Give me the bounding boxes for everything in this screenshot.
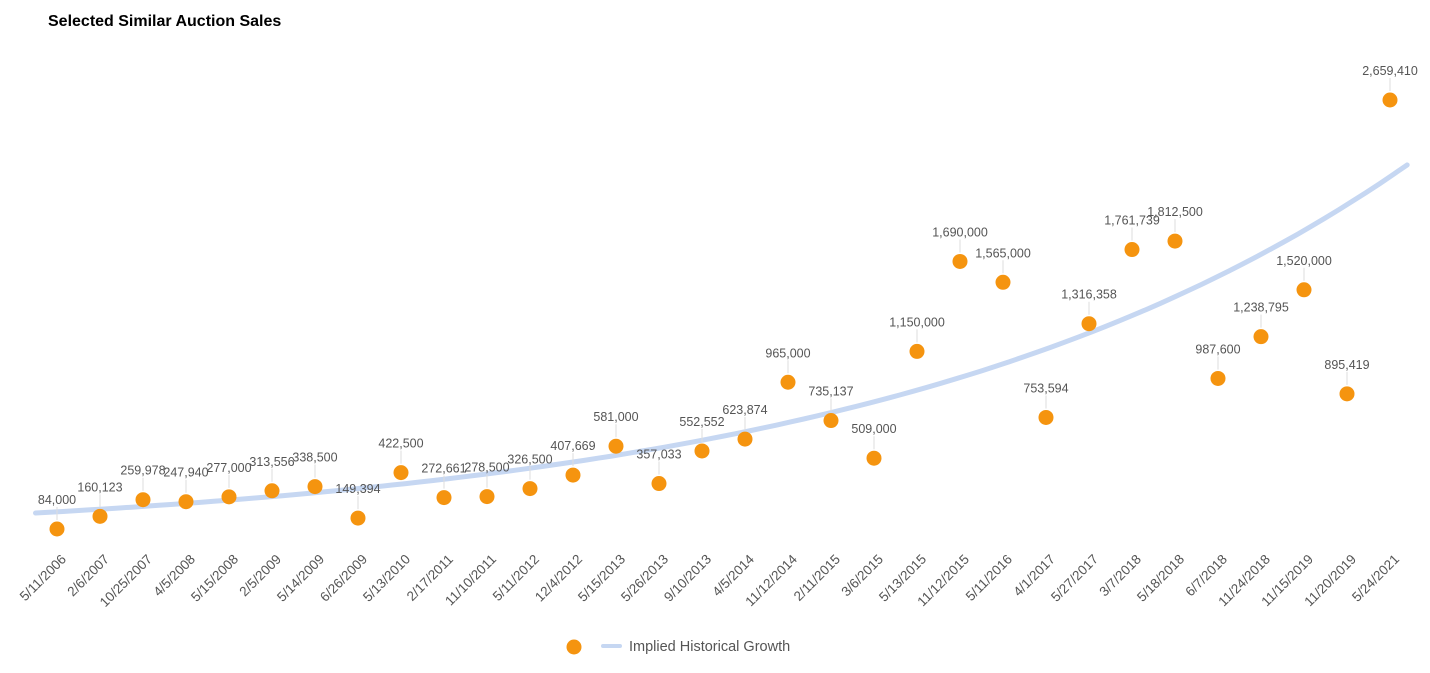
data-point[interactable] — [1339, 386, 1355, 402]
data-label: 623,874 — [722, 403, 767, 417]
legend: Implied Historical Growth — [566, 639, 790, 655]
trend-line — [33, 162, 1410, 516]
data-point[interactable] — [479, 489, 495, 505]
x-tick-label: 9/10/2013 — [661, 552, 714, 605]
data-label: 407,669 — [550, 439, 595, 453]
data-label: 987,600 — [1195, 342, 1240, 356]
data-label: 965,000 — [765, 346, 810, 360]
data-point[interactable] — [178, 494, 194, 510]
data-label: 1,812,500 — [1147, 205, 1203, 219]
data-point[interactable] — [393, 465, 409, 481]
x-tick-label: 5/11/2006 — [17, 552, 69, 604]
data-point[interactable] — [350, 510, 366, 526]
x-tick-label: 5/18/2018 — [1134, 552, 1187, 605]
data-point[interactable] — [1081, 316, 1097, 332]
data-point[interactable] — [1167, 233, 1183, 249]
data-label: 1,238,795 — [1233, 301, 1289, 315]
data-label: 581,000 — [593, 410, 638, 424]
data-label: 422,500 — [378, 437, 423, 451]
data-label: 1,520,000 — [1276, 254, 1332, 268]
data-point[interactable] — [780, 374, 796, 390]
x-tick-label: 2/11/2015 — [791, 552, 843, 604]
data-label: 1,316,358 — [1061, 288, 1117, 302]
data-point[interactable] — [307, 479, 323, 495]
data-label: 313,556 — [249, 455, 294, 469]
data-label: 2,659,410 — [1362, 64, 1418, 78]
data-label: 84,000 — [38, 493, 76, 507]
data-label: 753,594 — [1023, 381, 1068, 395]
x-tick-label: 5/24/2021 — [1349, 552, 1402, 605]
data-label: 338,500 — [292, 451, 337, 465]
data-point[interactable] — [823, 413, 839, 429]
data-label: 149,394 — [335, 482, 380, 496]
data-point[interactable] — [264, 483, 280, 499]
data-point[interactable] — [135, 492, 151, 508]
legend-marker-sales — [566, 639, 582, 655]
data-label: 1,690,000 — [932, 225, 988, 239]
data-label: 278,500 — [464, 461, 509, 475]
data-point[interactable] — [909, 343, 925, 359]
data-point[interactable] — [1296, 282, 1312, 298]
data-point[interactable] — [952, 253, 968, 269]
data-label: 895,419 — [1324, 358, 1369, 372]
data-label: 247,940 — [163, 466, 208, 480]
x-tick-label: 5/11/2016 — [963, 552, 1015, 604]
data-point[interactable] — [737, 431, 753, 447]
data-point[interactable] — [49, 521, 65, 537]
data-point[interactable] — [995, 274, 1011, 290]
data-point[interactable] — [1253, 329, 1269, 345]
chart-title: Selected Similar Auction Sales — [48, 13, 282, 30]
x-tick-label: 5/27/2017 — [1048, 552, 1101, 605]
data-label: 160,123 — [77, 480, 122, 494]
data-label: 277,000 — [206, 461, 251, 475]
data-label: 272,661 — [421, 462, 466, 476]
x-tick-label: 5/13/2010 — [360, 552, 413, 605]
data-point[interactable] — [1038, 409, 1054, 425]
data-label: 1,150,000 — [889, 315, 945, 329]
data-label: 1,565,000 — [975, 246, 1031, 260]
data-label: 735,137 — [808, 385, 853, 399]
data-label: 357,033 — [636, 448, 681, 462]
data-point[interactable] — [565, 467, 581, 483]
x-tick-label: 5/15/2008 — [188, 552, 241, 605]
data-point[interactable] — [1124, 242, 1140, 258]
data-point[interactable] — [522, 481, 538, 497]
data-point[interactable] — [1210, 370, 1226, 386]
data-point[interactable] — [92, 508, 108, 524]
data-label: 552,552 — [679, 415, 724, 429]
legend-label-trend: Implied Historical Growth — [629, 639, 790, 655]
data-label: 509,000 — [851, 422, 896, 436]
data-label: 259,978 — [120, 464, 165, 478]
data-point[interactable] — [694, 443, 710, 459]
data-point[interactable] — [221, 489, 237, 505]
data-label: 1,761,739 — [1104, 214, 1160, 228]
data-point[interactable] — [1382, 92, 1398, 108]
data-label: 326,500 — [507, 453, 552, 467]
data-point[interactable] — [608, 438, 624, 454]
data-point[interactable] — [866, 450, 882, 466]
data-point[interactable] — [436, 490, 452, 506]
data-point[interactable] — [651, 476, 667, 492]
